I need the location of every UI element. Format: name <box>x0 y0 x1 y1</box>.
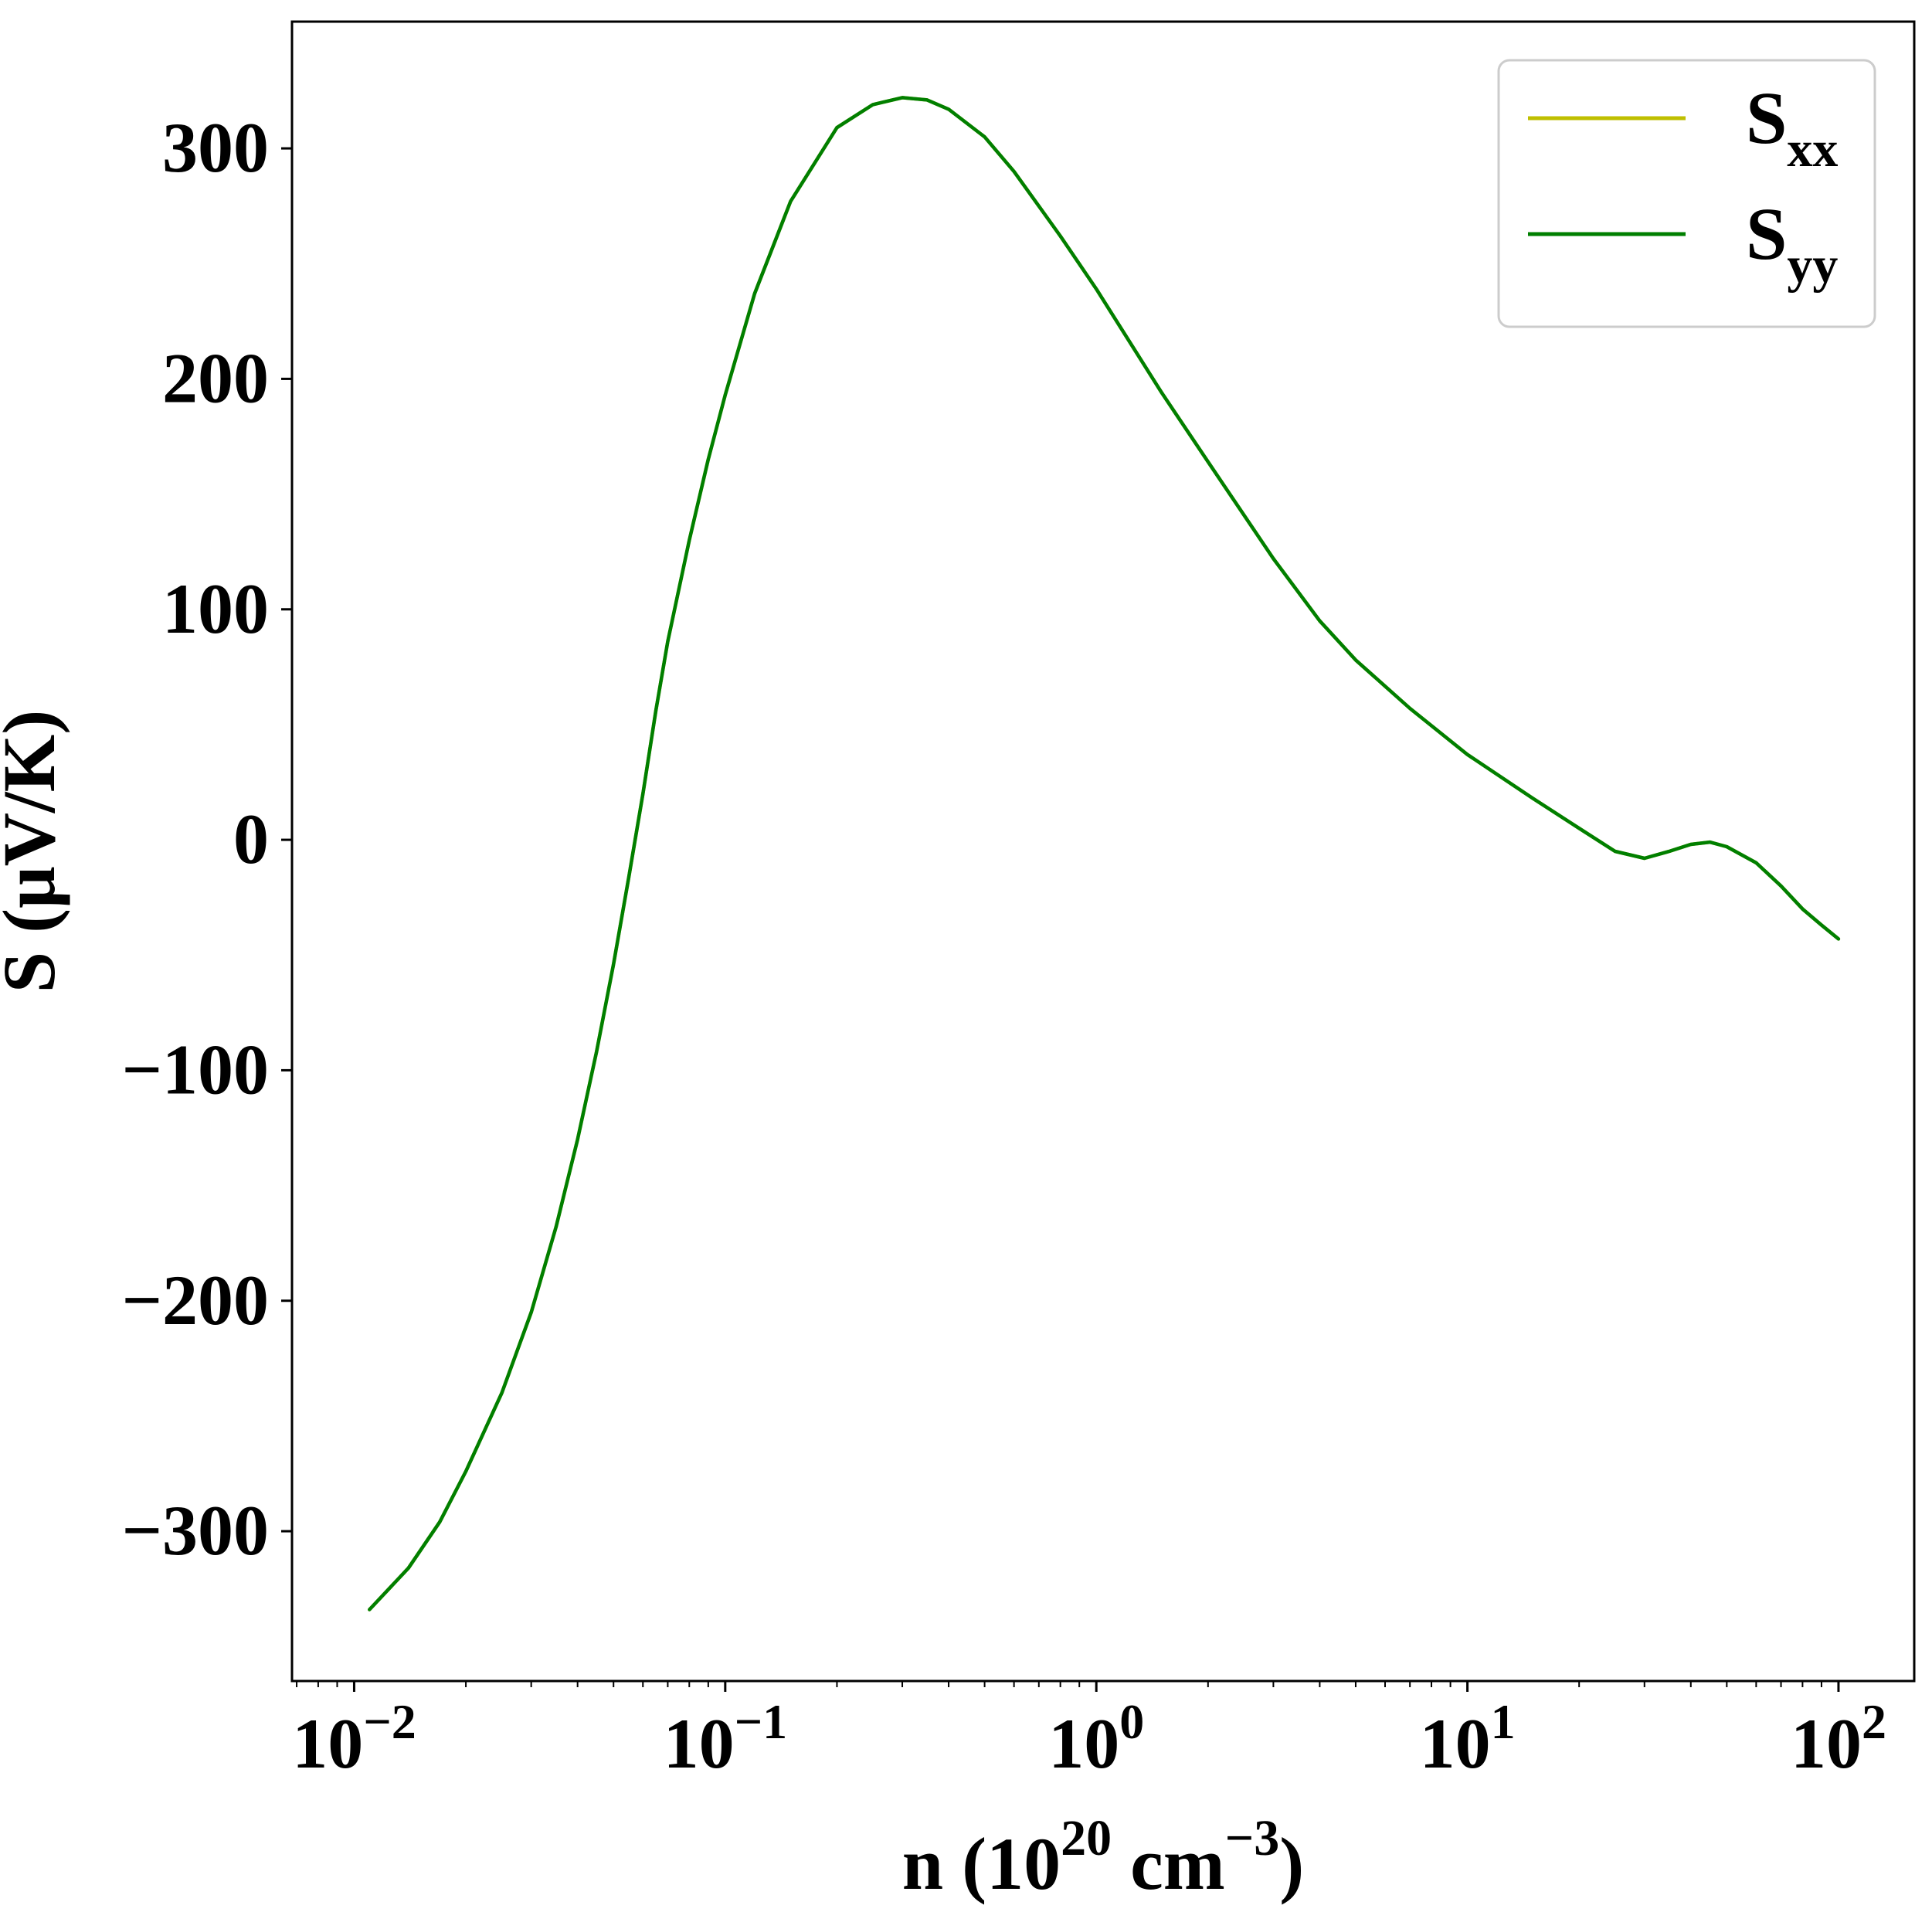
x-axis-label: n (1020 cm−3) <box>902 1810 1305 1905</box>
legend-label-main: S <box>1746 76 1787 159</box>
legend-label: Sxx <box>1746 76 1838 178</box>
y-tick-label: 200 <box>162 338 269 417</box>
legend-box <box>1497 59 1876 328</box>
x-tick-exponent: 2 <box>1862 1694 1886 1749</box>
x-tick-label: 10−1 <box>664 1694 787 1783</box>
x-label-close: ) <box>1279 1822 1304 1905</box>
x-tick-base: 10 <box>1420 1704 1491 1783</box>
series-line-syy <box>368 96 1841 1611</box>
x-label-unit: cm <box>1112 1822 1225 1905</box>
y-tick-label: 100 <box>162 569 269 648</box>
plot-layer <box>368 96 1841 1611</box>
x-tick-exponent: −1 <box>735 1694 787 1749</box>
y-tick-label: 0 <box>233 800 269 878</box>
legend-label-subscript: yy <box>1787 237 1838 294</box>
x-tick-label: 10−2 <box>292 1694 416 1783</box>
x-tick-exponent: 1 <box>1491 1694 1516 1749</box>
legend-label-subscript: xx <box>1787 121 1838 178</box>
x-label-exponent-1: 20 <box>1061 1810 1112 1866</box>
x-tick-base: 10 <box>1791 1704 1862 1783</box>
x-label-exponent-2: −3 <box>1225 1810 1280 1866</box>
x-tick-base: 10 <box>664 1704 735 1783</box>
x-tick-label: 100 <box>1048 1694 1144 1783</box>
legend-label: Syy <box>1746 192 1838 294</box>
x-tick-base: 10 <box>1048 1704 1119 1783</box>
x-tick-exponent: 0 <box>1119 1694 1144 1749</box>
y-tick-label: −300 <box>122 1491 269 1570</box>
y-axis-label: S (μV/K) <box>0 710 70 993</box>
x-tick-label: 102 <box>1791 1694 1886 1783</box>
plot-frame <box>290 20 1916 1683</box>
y-tick-label: −100 <box>122 1030 269 1109</box>
x-tick-label: 101 <box>1420 1694 1516 1783</box>
y-tick-label: 300 <box>162 108 269 187</box>
x-label-base: n (10 <box>902 1822 1061 1905</box>
y-tick-label: −200 <box>122 1261 269 1340</box>
x-tick-base: 10 <box>292 1704 363 1783</box>
x-tick-exponent: −2 <box>363 1694 416 1749</box>
legend-label-main: S <box>1746 192 1787 275</box>
